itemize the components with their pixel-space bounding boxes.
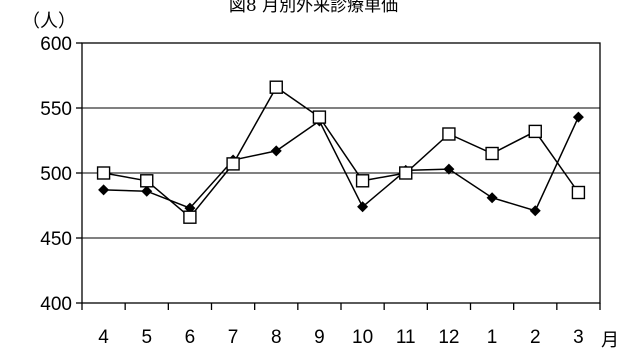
x-tick-label-5: 5	[141, 327, 152, 348]
chart-title: 図8 月別外来診療単価	[228, 0, 399, 16]
x-tick-label-2: 2	[530, 327, 541, 348]
x-tick-label-11: 11	[396, 327, 416, 348]
series-1-point-12	[443, 163, 455, 175]
series-1-point-5	[141, 185, 153, 197]
series-2-line	[103, 86, 580, 219]
series-1-point-8	[270, 145, 282, 157]
y-tick-label-450: 450	[40, 229, 72, 250]
x-tick-label-7: 7	[228, 327, 239, 348]
series-1-point-4	[98, 184, 110, 196]
y-tick-label-500: 500	[40, 164, 72, 185]
series-2-point-10	[355, 174, 370, 188]
series-2-point-5	[140, 174, 154, 188]
series-2-point-2	[528, 124, 542, 139]
x-tick-label-4: 4	[98, 327, 109, 348]
series-2-point-8	[269, 80, 283, 94]
series-1-point-1	[486, 192, 498, 204]
x-axis-unit-label: 月	[601, 330, 619, 351]
y-tick-label-550: 550	[40, 99, 72, 120]
series-2-point-9	[312, 110, 327, 124]
series-2-point-3	[571, 185, 586, 200]
series-2-point-1	[485, 146, 499, 161]
series-2-point-6	[183, 210, 197, 224]
series-1-point-2	[529, 205, 541, 217]
x-tick-label-9: 9	[314, 327, 325, 348]
x-tick-label-6: 6	[185, 327, 196, 348]
series-2-point-4	[96, 166, 111, 180]
y-tick-label-600: 600	[40, 34, 72, 55]
x-tick-label-3: 3	[573, 327, 584, 348]
x-tick-label-8: 8	[271, 327, 282, 348]
series-1-point-10	[357, 201, 369, 213]
x-tick-label-10: 10	[352, 327, 373, 348]
x-tick-label-1: 1	[487, 327, 498, 348]
x-tick-label-12: 12	[438, 327, 459, 348]
series-1-point-3	[572, 111, 584, 123]
y-axis-unit-label: （人）	[22, 11, 76, 32]
series-2-point-11	[399, 166, 413, 180]
y-tick-label-400: 400	[40, 294, 72, 315]
series-2-point-12	[442, 127, 456, 141]
series-1-line	[103, 116, 580, 212]
series-2-point-7	[226, 157, 240, 171]
